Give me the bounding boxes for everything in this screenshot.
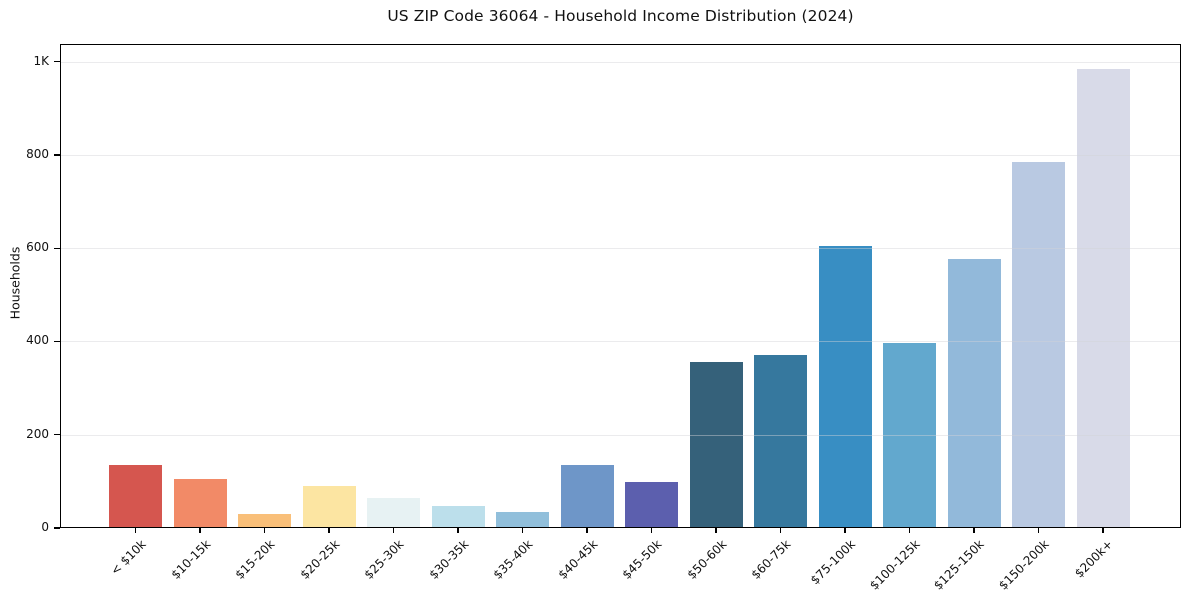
bar-40-45k	[560, 465, 614, 528]
y-tick-label: 0	[41, 520, 49, 534]
x-tick-label: $100-125k	[866, 537, 923, 590]
x-tick-mark	[134, 528, 137, 533]
x-tick-label: $60-75k	[748, 537, 794, 582]
y-tick-mark	[54, 247, 60, 249]
bar-30-35k	[431, 506, 485, 528]
bar-25-30k	[367, 498, 420, 528]
bar-200k	[1076, 68, 1130, 528]
gridline-y-400	[60, 341, 1181, 343]
x-tick-mark	[199, 528, 201, 533]
y-axis-label: Households	[7, 246, 23, 320]
chart-title: US ZIP Code 36064 - Household Income Dis…	[387, 7, 854, 25]
x-tick-label: < $10k	[107, 537, 149, 578]
bar-60-75k	[754, 354, 807, 528]
bar-100-125k	[883, 343, 936, 528]
y-tick-mark	[54, 61, 60, 63]
bar-125-150k	[947, 258, 1001, 528]
plot-area	[60, 44, 1181, 528]
y-tick-label: 600	[26, 240, 49, 255]
y-tick-label: 200	[26, 426, 49, 441]
x-tick-mark	[457, 528, 459, 533]
x-tick-mark	[973, 528, 975, 533]
x-tick-label: $35-40k	[490, 537, 536, 582]
x-tick-mark	[263, 528, 266, 533]
x-tick-mark	[844, 528, 846, 533]
x-tick-label: $125-150k	[931, 537, 987, 590]
x-tick-label: $15-20k	[232, 537, 278, 582]
x-tick-label: $10-15k	[168, 537, 213, 582]
y-tick-label: 800	[26, 146, 49, 161]
x-tick-mark	[908, 528, 911, 533]
x-tick-label: $30-35k	[426, 537, 471, 582]
bar-15-20k	[238, 514, 291, 528]
x-tick-label: $75-100k	[807, 537, 858, 588]
x-tick-mark	[715, 528, 717, 533]
y-tick-label: 1K	[33, 53, 49, 68]
bar-75-100k	[818, 246, 872, 528]
x-tick-mark	[1102, 528, 1104, 533]
y-tick-mark	[54, 340, 60, 343]
x-tick-label: $150-200k	[995, 537, 1052, 590]
x-tick-label: $50-60k	[684, 537, 729, 582]
bar-20-25k	[302, 486, 356, 528]
bar-150-200k	[1012, 161, 1065, 528]
gridline-y-200	[60, 434, 1181, 436]
x-tick-mark	[779, 528, 782, 533]
x-tick-label: $45-50k	[619, 537, 665, 582]
x-tick-label: $20-25k	[297, 537, 342, 582]
x-tick-mark	[392, 528, 395, 533]
x-tick-label: $25-30k	[361, 537, 407, 582]
bar-35-40k	[496, 511, 549, 528]
x-tick-label: $200k+	[1072, 537, 1116, 581]
bar-50-60k	[689, 362, 743, 528]
gridline-y-600	[60, 248, 1181, 250]
x-tick-mark	[650, 528, 653, 533]
y-tick-mark	[54, 434, 60, 436]
x-tick-mark	[521, 528, 524, 533]
x-tick-mark	[586, 528, 588, 533]
bar-45-50k	[625, 482, 678, 528]
y-tick-label: 400	[26, 333, 49, 348]
bar-10k	[109, 465, 162, 528]
x-tick-label: $40-45k	[555, 537, 600, 582]
gridline-y-1000	[60, 61, 1181, 63]
y-tick-mark	[54, 154, 60, 156]
x-tick-mark	[1037, 528, 1040, 533]
bar-10-15k	[173, 478, 227, 528]
x-tick-mark	[328, 528, 330, 533]
gridline-y-800	[60, 154, 1181, 156]
y-tick-mark	[54, 527, 60, 529]
